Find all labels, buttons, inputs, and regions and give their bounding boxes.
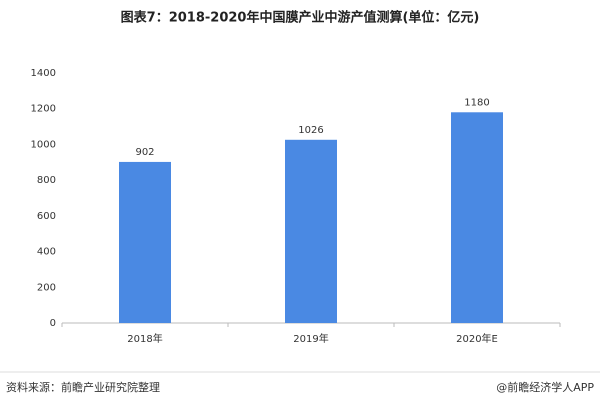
y-tick-label: 800 — [37, 175, 56, 186]
y-tick-label: 1000 — [31, 139, 56, 150]
bar — [451, 112, 503, 324]
data-label: 1026 — [298, 125, 323, 136]
y-tick-label: 1200 — [31, 104, 56, 115]
source: 资料来源：前瞻产业研究院整理 — [6, 380, 160, 394]
data-label: 902 — [135, 147, 154, 158]
bar — [285, 139, 337, 323]
y-tick-label: 400 — [37, 247, 56, 258]
bar — [119, 161, 171, 323]
x-tick-label: 2019年 — [293, 332, 328, 345]
credit: @前瞻经济学人APP — [496, 380, 594, 394]
y-tick-label: 200 — [37, 282, 56, 293]
y-tick-label: 600 — [37, 211, 56, 222]
x-tick-label: 2020年E — [456, 332, 498, 345]
data-label: 1180 — [464, 97, 489, 108]
y-tick-label: 0 — [50, 318, 56, 329]
x-tick-label: 2018年 — [127, 332, 162, 345]
y-tick-label: 1400 — [31, 68, 56, 79]
chart-title: 图表7：2018-2020年中国膜产业中游产值测算(单位：亿元) — [121, 10, 480, 26]
